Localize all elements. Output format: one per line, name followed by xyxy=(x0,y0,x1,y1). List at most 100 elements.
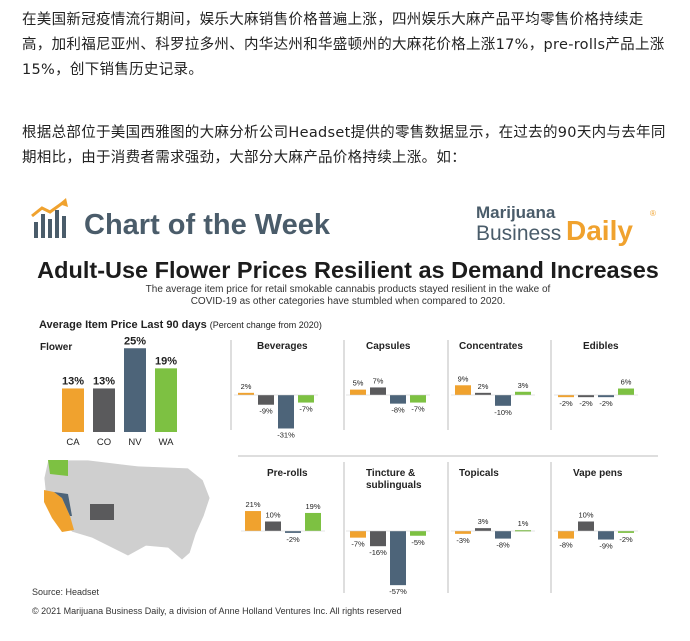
bar-pre-rolls-ca xyxy=(245,511,261,531)
bar-edibles-nv xyxy=(598,395,614,398)
map-state-nv xyxy=(54,492,72,516)
chart-subtitle-line1: The average item price for retail smokab… xyxy=(146,284,551,295)
data-label-pre-rolls-wa: 19% xyxy=(305,502,320,511)
bar-concentrates-wa xyxy=(515,391,531,395)
data-label-vape-pens-wa: -2% xyxy=(619,535,633,544)
section-heading: Average Item Price Last 90 days (Percent … xyxy=(39,319,322,331)
chart-title: Adult-Use Flower Prices Resilient as Dem… xyxy=(37,257,659,283)
data-label-tincture-sublinguals-co: -16% xyxy=(369,548,387,557)
copyright-note: © 2021 Marijuana Business Daily, a divis… xyxy=(32,606,402,616)
panel-dividers xyxy=(230,340,658,593)
tick-label-wa: WA xyxy=(159,437,175,448)
brand-logo: Marijuana Business Daily ® xyxy=(476,203,656,246)
brand-line1: Marijuana xyxy=(476,203,556,222)
tick-label-nv: NV xyxy=(128,437,142,448)
map-state-co xyxy=(90,504,114,520)
data-label-concentrates-co: 2% xyxy=(478,382,489,391)
panel-title-vape-pens: Vape pens xyxy=(573,468,623,479)
data-label-tincture-sublinguals-nv: -57% xyxy=(389,587,407,596)
source-note: Source: Headset xyxy=(32,587,100,597)
data-label-capsules-co: 7% xyxy=(373,376,384,385)
infographic: Chart of the Week Marijuana Business Dai… xyxy=(28,198,668,628)
brand-line2a: Business xyxy=(476,222,561,245)
bar-capsules-co xyxy=(370,387,386,395)
data-label-edibles-ca: -2% xyxy=(559,399,573,408)
tick-label-co: CO xyxy=(97,437,111,448)
section-note: (Percent change from 2020) xyxy=(210,320,322,330)
bar-beverages-co xyxy=(258,395,274,405)
panel-title-beverages: Beverages xyxy=(257,341,308,352)
bar-capsules-ca xyxy=(350,389,366,395)
data-label-flower-wa: 19% xyxy=(155,355,177,367)
data-label-capsules-ca: 5% xyxy=(353,379,364,388)
data-label-capsules-wa: -7% xyxy=(411,405,425,414)
data-label-edibles-nv: -2% xyxy=(599,399,613,408)
bar-vape-pens-ca xyxy=(558,531,574,539)
map-state-wa xyxy=(48,460,68,476)
data-label-tincture-sublinguals-wa: -5% xyxy=(411,538,425,547)
bar-concentrates-ca xyxy=(455,385,471,395)
data-label-topicals-ca: -3% xyxy=(456,536,470,545)
chart-subtitle-line2: COVID-19 as other categories have stumbl… xyxy=(191,296,506,307)
bar-capsules-wa xyxy=(410,395,426,403)
bar-beverages-nv xyxy=(278,395,294,429)
bar-pre-rolls-nv xyxy=(285,531,301,533)
bar-capsules-nv xyxy=(390,395,406,404)
bar-edibles-co xyxy=(578,395,594,398)
data-label-flower-ca: 13% xyxy=(62,375,84,387)
bar-edibles-ca xyxy=(558,395,574,398)
bar-flower-nv xyxy=(124,348,146,432)
bar-concentrates-nv xyxy=(495,395,511,406)
data-label-flower-co: 13% xyxy=(93,375,115,387)
us-map xyxy=(43,459,211,561)
data-label-vape-pens-nv: -9% xyxy=(599,542,613,551)
map-state-ca xyxy=(44,490,74,532)
bar-pre-rolls-wa xyxy=(305,512,321,531)
data-label-topicals-nv: -8% xyxy=(496,541,510,550)
bar-vape-pens-wa xyxy=(618,531,634,533)
data-label-topicals-co: 3% xyxy=(478,517,489,526)
panel-title-edibles: Edibles xyxy=(583,341,619,352)
bar-vape-pens-co xyxy=(578,521,594,531)
data-label-concentrates-ca: 9% xyxy=(458,374,469,383)
bar-topicals-nv xyxy=(495,531,511,539)
charts-layer: Flower 13% CA 13% CO 25% NV 19% WA Beverages 2% -9%… xyxy=(40,335,638,596)
article-paragraph-2: 根据总部位于美国西雅图的大麻分析公司Headset提供的零售数据显示，在过去的9… xyxy=(22,125,666,166)
data-label-vape-pens-co: 10% xyxy=(578,511,593,520)
panel-title-tincture-sublinguals-line1: Tincture & xyxy=(366,468,415,479)
bar-tincture-sublinguals-nv xyxy=(390,531,406,586)
panel-title-concentrates: Concentrates xyxy=(459,341,523,352)
data-label-concentrates-wa: 3% xyxy=(518,381,529,390)
bar-flower-ca xyxy=(62,388,84,432)
data-label-pre-rolls-ca: 21% xyxy=(245,500,260,509)
data-label-capsules-nv: -8% xyxy=(391,406,405,415)
brand-line2b: Daily xyxy=(566,215,633,246)
data-label-beverages-co: -9% xyxy=(259,407,273,416)
data-label-vape-pens-ca: -8% xyxy=(559,541,573,550)
bar-tincture-sublinguals-wa xyxy=(410,531,426,536)
bar-tincture-sublinguals-ca xyxy=(350,531,366,538)
data-label-flower-nv: 25% xyxy=(124,335,146,347)
bar-topicals-ca xyxy=(455,531,471,534)
header-title: Chart of the Week xyxy=(84,209,331,241)
bar-edibles-wa xyxy=(618,388,634,395)
data-label-concentrates-nv: -10% xyxy=(494,408,512,417)
bar-concentrates-co xyxy=(475,392,491,395)
data-label-beverages-ca: 2% xyxy=(241,382,252,391)
data-label-edibles-co: -2% xyxy=(579,399,593,408)
tick-label-ca: CA xyxy=(66,437,80,448)
data-label-beverages-nv: -31% xyxy=(277,430,295,439)
panel-title-tincture-sublinguals-line2: sublinguals xyxy=(366,480,422,491)
data-label-topicals-wa: 1% xyxy=(518,519,529,528)
bar-beverages-wa xyxy=(298,395,314,403)
bar-vape-pens-nv xyxy=(598,531,614,540)
data-label-pre-rolls-nv: -2% xyxy=(286,535,300,544)
panel-title-topicals: Topicals xyxy=(459,468,499,479)
panel-title-flower: Flower xyxy=(40,342,72,353)
data-label-tincture-sublinguals-ca: -7% xyxy=(351,540,365,549)
panel-title-pre-rolls: Pre-rolls xyxy=(267,468,308,479)
data-label-beverages-wa: -7% xyxy=(299,405,313,414)
bar-flower-co xyxy=(93,388,115,432)
bar-chart-icon xyxy=(31,198,68,238)
bar-pre-rolls-co xyxy=(265,521,281,531)
